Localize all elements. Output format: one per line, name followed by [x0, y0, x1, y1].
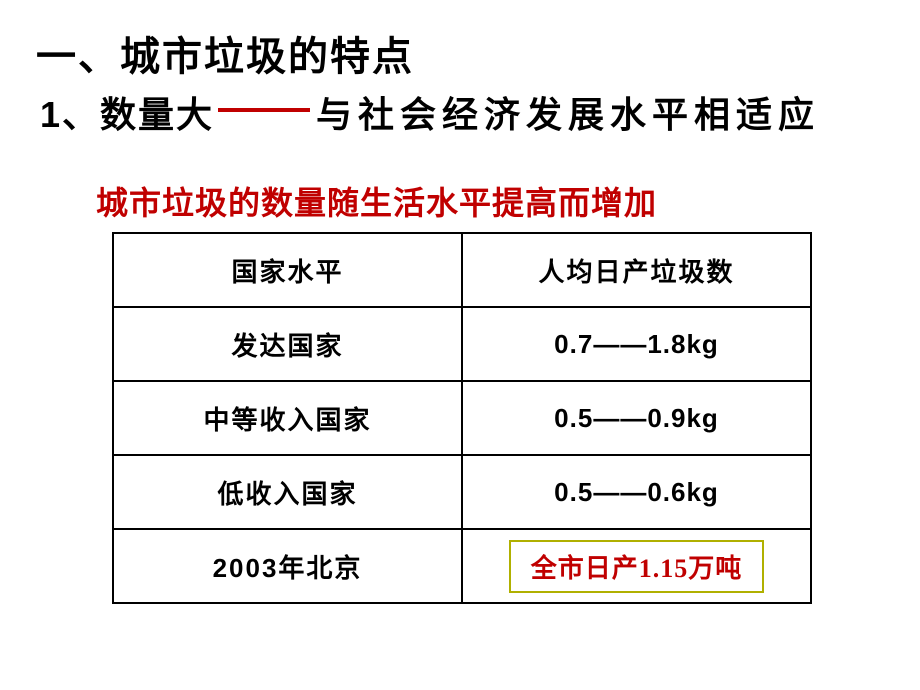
table-cell-label: 2003年北京 [113, 529, 462, 603]
table-cell-value: 0.5——0.9kg [462, 381, 811, 455]
beijing-highlight-box: 全市日产1.15万吨 [509, 540, 765, 593]
bj-prefix: 全市日产 [531, 553, 639, 583]
table-row: 发达国家 0.7——1.8kg [113, 307, 811, 381]
table-cell-value: 0.5——0.6kg [462, 455, 811, 529]
table-cell-label: 发达国家 [113, 307, 462, 381]
table-row: 中等收入国家 0.5——0.9kg [113, 381, 811, 455]
table-header-col1: 国家水平 [113, 233, 462, 307]
table-row: 低收入国家 0.5——0.6kg [113, 455, 811, 529]
table-header-col2: 人均日产垃圾数 [462, 233, 811, 307]
table-row: 国家水平 人均日产垃圾数 [113, 233, 811, 307]
subpoint-right-text: 与社会经济发展水平相适应 [316, 86, 820, 138]
waste-table: 国家水平 人均日产垃圾数 发达国家 0.7——1.8kg 中等收入国家 0.5—… [112, 232, 812, 604]
table-cell-label: 低收入国家 [113, 455, 462, 529]
section-heading: 一、城市垃圾的特点 [36, 24, 414, 82]
dash-connector [218, 108, 310, 112]
table-row: 2003年北京 全市日产1.15万吨 [113, 529, 811, 603]
table-cell-label: 中等收入国家 [113, 381, 462, 455]
red-subtitle: 城市垃圾的数量随生活水平提高而增加 [96, 178, 657, 224]
bj-number: 1.15 [639, 554, 689, 583]
table-cell-value: 0.7——1.8kg [462, 307, 811, 381]
subpoint-label: 1、数量大 [40, 86, 214, 138]
subpoint-row: 1、数量大 与社会经济发展水平相适应 [40, 86, 820, 138]
table-cell-beijing: 全市日产1.15万吨 [462, 529, 811, 603]
bj-suffix: 万吨 [688, 553, 742, 583]
